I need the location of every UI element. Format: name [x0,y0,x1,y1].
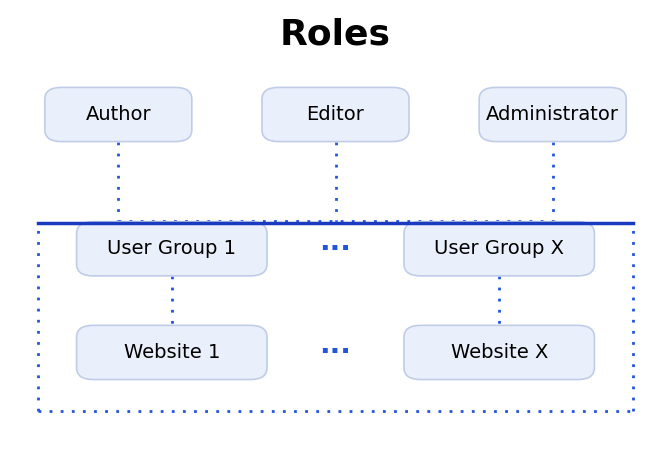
Text: Website 1: Website 1 [123,343,220,362]
FancyBboxPatch shape [262,87,409,142]
FancyBboxPatch shape [479,87,626,142]
FancyBboxPatch shape [404,325,595,380]
Text: ···: ··· [319,235,352,263]
FancyBboxPatch shape [45,87,192,142]
Text: User Group 1: User Group 1 [107,239,236,258]
Text: Roles: Roles [280,18,391,51]
Text: Author: Author [85,105,151,124]
FancyBboxPatch shape [404,222,595,276]
Text: ···: ··· [319,338,352,366]
FancyBboxPatch shape [76,222,267,276]
Text: Website X: Website X [450,343,548,362]
Text: Editor: Editor [307,105,364,124]
Text: User Group X: User Group X [434,239,564,258]
Text: Administrator: Administrator [486,105,619,124]
FancyBboxPatch shape [76,325,267,380]
